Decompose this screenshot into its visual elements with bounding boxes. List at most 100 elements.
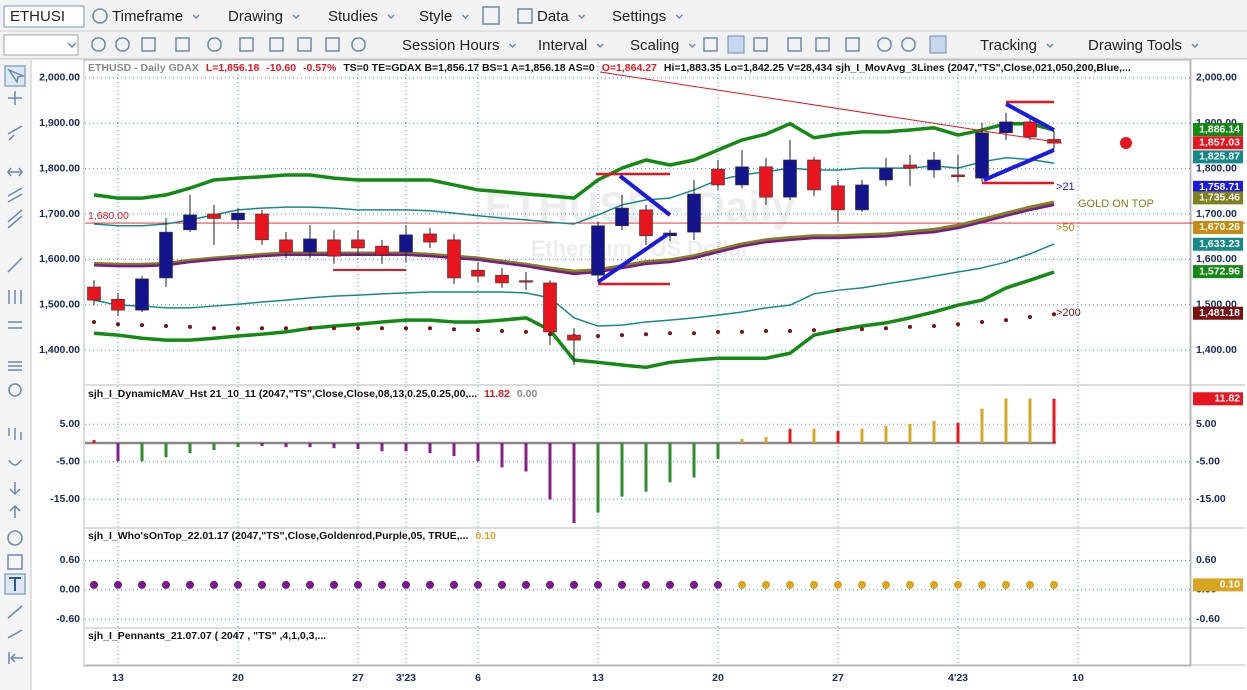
ma-dot (476, 328, 480, 333)
signal-dot (186, 580, 194, 589)
icon (877, 37, 892, 52)
tool-icon (7, 629, 23, 639)
signal-dot (882, 580, 890, 589)
signal-dot (114, 580, 122, 589)
pennant-line (596, 232, 670, 284)
x-tick-label: 20 (232, 672, 244, 684)
signal-dot (330, 580, 338, 589)
tool-column (0, 60, 31, 690)
icon (517, 8, 533, 24)
histogram-bar (1004, 398, 1008, 444)
histogram-bar (236, 443, 240, 448)
header-text: sjh_I_Who'sOnTop_22.01.17 (2047,"TS",Clo… (88, 530, 469, 542)
x-tick-label: 13 (112, 672, 124, 684)
histogram-bar (380, 443, 384, 452)
icon (845, 37, 860, 52)
ma-dot (788, 329, 792, 334)
menu-button[interactable]: Interval (538, 37, 587, 54)
histogram-bar (476, 443, 480, 462)
signal-dot (570, 580, 578, 589)
menu-button[interactable]: Data (537, 8, 569, 25)
menu-button[interactable]: Drawing (228, 8, 283, 25)
header-text: TS=0 TE=GDAX B=1,856.17 BS=1 A=1,856.18 … (343, 62, 595, 74)
tool-icon (7, 257, 23, 273)
signal-dot (618, 580, 626, 589)
histogram-bar (932, 420, 936, 444)
ma-dot (524, 329, 528, 334)
icon (141, 37, 156, 52)
dropdown-icon (688, 43, 696, 49)
ma-dot (1052, 312, 1056, 317)
histogram-bar (308, 443, 312, 448)
tool-icon (8, 459, 22, 466)
indicator-line (93, 203, 1055, 276)
y-tick-label: 0.60 (1196, 554, 1217, 566)
menu-button[interactable]: Tracking (980, 37, 1037, 54)
candle-body (519, 280, 533, 283)
icon (351, 37, 366, 52)
chart-layer: 13 20 27 3'23 6 13 20 27 4'23 10 ETHUSD - Daily GD… (39, 60, 1245, 684)
x-tick-label: 10 (1072, 672, 1084, 684)
panel-header: sjh_I_Who'sOnTop_22.01.17 (2047,"TS",Clo… (88, 530, 496, 542)
signal-dot (498, 580, 506, 589)
trend-line (599, 71, 1063, 144)
price-label-box (1193, 237, 1243, 251)
y-tick-label: 2,000.00 (39, 72, 80, 84)
histogram-bar (572, 443, 576, 524)
signal-dot (138, 580, 146, 589)
icon (727, 35, 745, 54)
ma-dot (452, 327, 456, 332)
ma-dot (716, 329, 720, 334)
symbol[interactable]: ETHUSI (10, 8, 65, 25)
symbol-box[interactable] (3, 5, 85, 28)
tool-icon (7, 125, 23, 141)
ma-dot (620, 333, 624, 338)
histogram-bar (548, 443, 552, 500)
histogram-bar (908, 423, 912, 444)
dropdown-icon (1191, 43, 1199, 49)
histogram-bar (140, 443, 144, 462)
candle-body (759, 166, 773, 198)
price-label-box (1193, 220, 1243, 234)
icon (753, 37, 768, 52)
ma-dot (692, 331, 696, 336)
interval-box[interactable] (3, 34, 79, 56)
price-label: 1,886.14 (1199, 123, 1240, 135)
tool-icon (7, 554, 23, 570)
histogram-bar (812, 428, 816, 444)
signal-dot (450, 580, 458, 589)
histogram-bar (668, 443, 672, 483)
ma-dot (932, 324, 936, 329)
menu-button[interactable]: Style (419, 8, 452, 25)
menu-button[interactable]: Scaling (630, 37, 679, 54)
candle-body (1023, 121, 1037, 138)
header-text: 0.00 (517, 388, 538, 400)
header-text: sjh_I_Pennants_21.07.07 ( 2047 , "TS" ,4… (88, 630, 326, 642)
menu-button[interactable]: Session Hours (402, 37, 500, 54)
signal-dot (714, 580, 722, 589)
price-label: 1,735.46 (1199, 192, 1240, 204)
price-label: 1,481.18 (1199, 307, 1240, 319)
signal-dot (90, 580, 98, 589)
icon (207, 37, 222, 52)
candle-body (399, 234, 413, 253)
pennant-line (1005, 102, 1055, 132)
signal-dot (306, 580, 314, 589)
histogram-bar (92, 440, 96, 444)
ma-dot (116, 322, 120, 327)
header-text: 11.82 (484, 388, 510, 400)
indicator-line (93, 121, 1055, 200)
menu-button[interactable]: Settings (612, 8, 666, 25)
candle-body (615, 207, 629, 227)
candle-body (471, 269, 485, 277)
menu-button[interactable]: Drawing Tools (1088, 37, 1182, 54)
header-text: sjh_I_DynamicMAV_Hst 21_10_11 (2047,"TS"… (88, 388, 477, 400)
ma-dot (428, 326, 432, 331)
candle-body (279, 239, 293, 253)
menu-button[interactable]: Studies (328, 8, 378, 25)
y-tick-label: -5.00 (1196, 456, 1220, 468)
ma-dot (1004, 318, 1008, 323)
histogram-bar (116, 443, 120, 462)
ma-dot (884, 326, 888, 331)
menu-button[interactable]: Timeframe (112, 8, 183, 25)
